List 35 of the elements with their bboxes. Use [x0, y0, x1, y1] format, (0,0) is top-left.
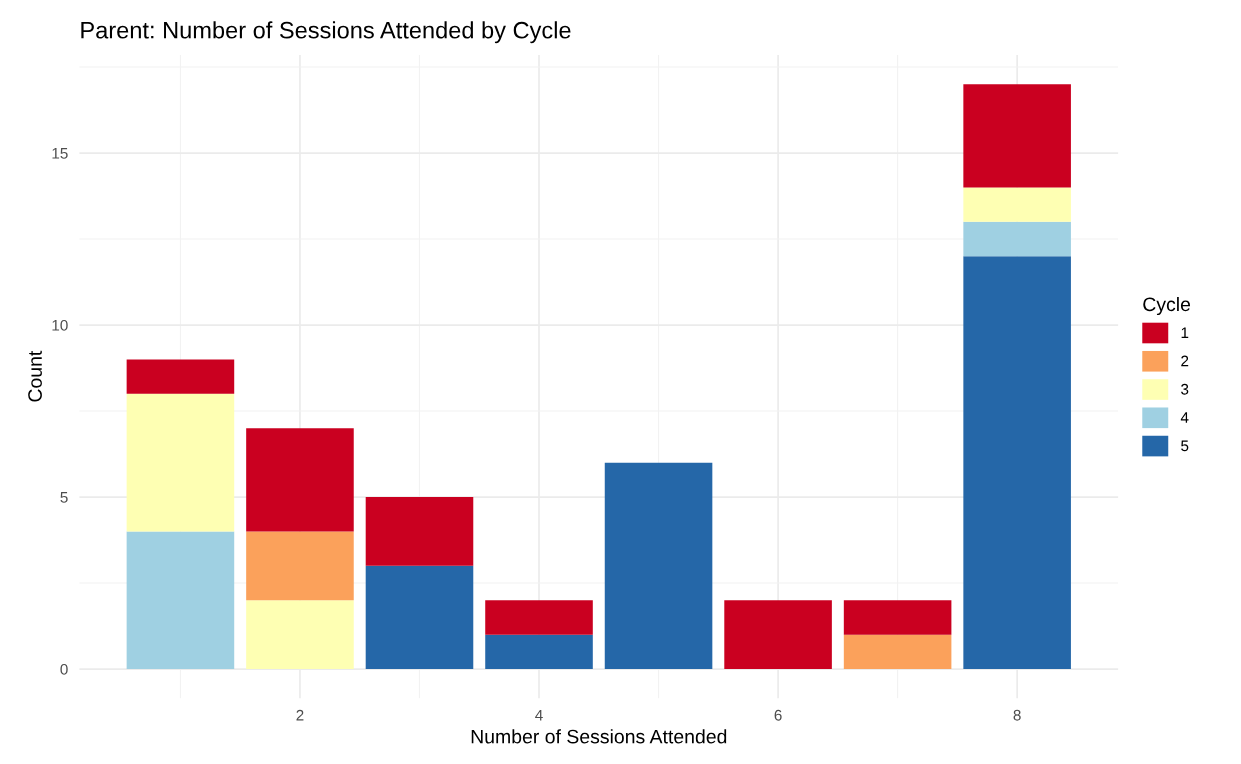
x-tick-label: 2	[296, 709, 304, 721]
bar	[485, 634, 593, 670]
bar	[365, 497, 474, 566]
y-tick-label: 15	[52, 148, 68, 159]
x-tick-label: 4	[535, 709, 543, 721]
bar	[126, 359, 235, 394]
legend-label: 2	[1181, 355, 1189, 367]
bar	[724, 600, 832, 670]
legend-title: Cycle	[1143, 296, 1191, 316]
bar	[963, 187, 1071, 222]
bar	[843, 634, 952, 670]
bar	[365, 565, 474, 670]
y-tick-label: 5	[60, 492, 68, 503]
x-axis-title: Number of Sessions Attended	[471, 729, 727, 744]
chart-title: Parent: Number of Sessions Attended by Cycle	[81, 21, 571, 44]
legend-label: 5	[1181, 440, 1189, 452]
legend-label: 1	[1181, 327, 1189, 338]
bar	[126, 393, 235, 532]
bar	[246, 428, 354, 532]
bar	[126, 531, 235, 670]
bar	[963, 221, 1071, 257]
legend-label: 4	[1180, 412, 1189, 423]
bar	[246, 531, 354, 601]
y-tick-label: 10	[52, 319, 68, 331]
y-axis-title: Count	[28, 350, 42, 402]
bar	[963, 84, 1071, 188]
bar	[246, 600, 354, 670]
legend-label: 3	[1181, 383, 1189, 395]
bar	[963, 256, 1071, 670]
x-tick-label: 8	[1013, 709, 1021, 721]
y-tick-label: 0	[60, 663, 68, 675]
bar	[485, 600, 593, 635]
bar	[843, 600, 952, 635]
bar	[604, 462, 713, 670]
x-tick-label: 6	[774, 709, 782, 721]
